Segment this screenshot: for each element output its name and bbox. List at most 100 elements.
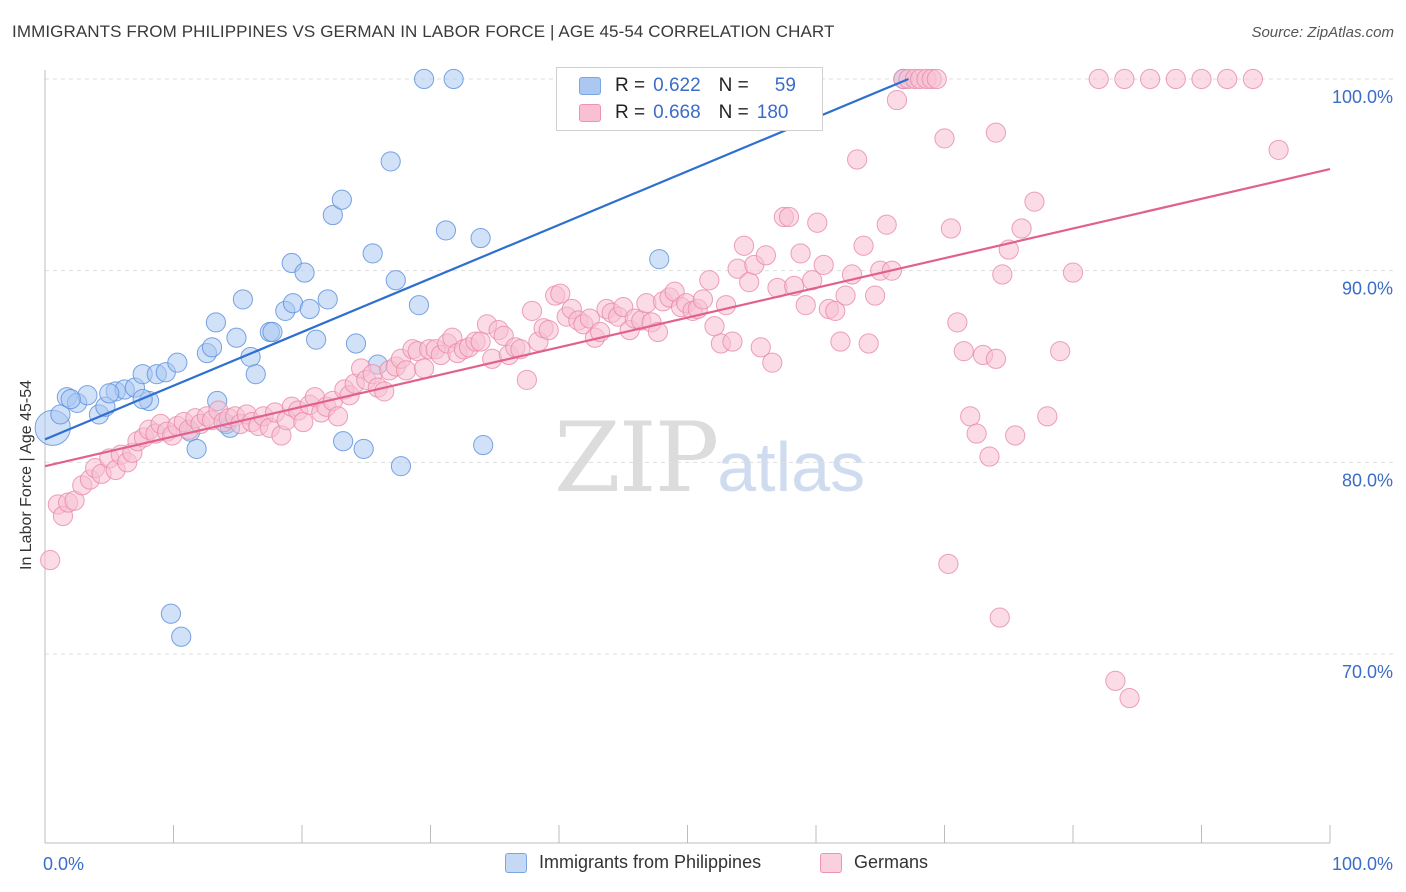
germans-point <box>482 348 503 369</box>
x-tick-label: 0.0% <box>43 854 84 874</box>
germans-point <box>550 283 571 304</box>
r-value: 0.668 <box>653 102 701 123</box>
n-value: 180 <box>756 102 789 123</box>
germans-point <box>1088 68 1109 90</box>
philippines-point <box>306 329 327 350</box>
germans-point <box>538 319 559 341</box>
philippines-point <box>186 438 207 460</box>
philippines-point <box>160 603 182 624</box>
philippines-point <box>408 295 430 316</box>
philippines-trend-line <box>44 77 909 441</box>
germans-point <box>847 149 868 170</box>
germans-point <box>1005 425 1026 446</box>
germans-point <box>1119 687 1140 709</box>
germans-point <box>579 308 600 329</box>
germans-point <box>825 300 846 322</box>
germans-point <box>1191 68 1212 90</box>
germans-point <box>1140 68 1161 90</box>
germans-point <box>1011 218 1032 239</box>
germans-point <box>795 295 816 316</box>
watermark-zip: ZIP <box>554 402 719 514</box>
germans-point <box>934 128 955 149</box>
r-label: R = <box>615 75 646 96</box>
germans-point <box>739 272 760 293</box>
germans-point <box>722 331 743 352</box>
germans-point <box>926 68 947 90</box>
philippines-point <box>60 388 81 410</box>
philippines-point <box>443 68 464 90</box>
philippines-point <box>232 289 253 310</box>
germans-point <box>699 270 720 291</box>
chart-title: IMMIGRANTS FROM PHILIPPINES VS GERMAN IN… <box>12 22 835 41</box>
germans-point <box>985 348 1007 369</box>
germans-point <box>835 285 856 306</box>
germans-point <box>715 295 737 316</box>
philippines-point <box>362 243 383 264</box>
germans-point <box>470 331 491 352</box>
philippines-point <box>333 431 354 452</box>
philippines-legend-swatch <box>505 852 527 873</box>
watermark-atlas: atlas <box>717 428 866 506</box>
philippines-point <box>473 434 494 456</box>
germans-point <box>762 352 783 373</box>
stats-row-philippines: R = 0.622 N = 59 <box>579 74 796 98</box>
philippines-point <box>205 312 227 333</box>
philippines-point <box>167 352 188 373</box>
philippines-point <box>299 298 320 320</box>
germans-point <box>1024 191 1045 212</box>
philippines-point <box>649 249 670 270</box>
watermark: ZIPatlas <box>554 402 865 514</box>
germans-point <box>704 316 725 337</box>
philippines-point <box>201 337 223 358</box>
germans-point <box>865 285 886 306</box>
germans-point <box>830 331 851 352</box>
germans-trend-line <box>44 168 1331 468</box>
germans-point <box>966 423 987 444</box>
n-value: 59 <box>774 75 796 96</box>
philippines-point <box>385 270 406 291</box>
germans-point <box>1105 670 1126 691</box>
germans-point <box>755 245 776 266</box>
germans-point <box>1242 68 1264 90</box>
germans-point <box>40 549 61 571</box>
germans-point <box>647 321 669 343</box>
legend-item-philippines[interactable]: Immigrants from Philippines <box>505 852 761 873</box>
y-tick-label: 100.0% <box>1332 87 1393 107</box>
philippines-point <box>353 438 374 460</box>
germans-point <box>992 264 1013 285</box>
philippines-point <box>262 321 283 343</box>
philippines-swatch <box>579 77 601 95</box>
philippines-point <box>390 456 412 477</box>
philippines-point <box>322 204 343 226</box>
r-value: 0.622 <box>653 75 701 96</box>
germans-point <box>1165 68 1186 90</box>
germans-point <box>853 235 874 256</box>
germans-point <box>374 381 395 402</box>
stats-legend: R = 0.622 N = 59 R = 0.668 N = 180 <box>556 67 823 131</box>
germans-point <box>985 122 1007 143</box>
philippines-point <box>99 383 120 404</box>
legend-item-germans[interactable]: Germans <box>820 852 928 873</box>
germans-point <box>876 214 897 235</box>
germans-point <box>947 312 968 333</box>
series-legend: Immigrants from Philippines Germans <box>0 852 1406 878</box>
germans-point <box>733 235 755 256</box>
germans-point <box>778 206 800 228</box>
source-label: Source: ZipAtlas.com <box>1251 24 1394 41</box>
germans-point <box>413 358 435 379</box>
germans-point <box>395 360 417 381</box>
germans-point <box>1050 341 1071 362</box>
y-tick-label: 80.0% <box>1342 470 1393 490</box>
germans-point <box>858 333 879 354</box>
philippines-point <box>245 364 266 385</box>
n-label: N = <box>718 102 749 123</box>
germans-point <box>293 411 314 433</box>
philippines-point <box>77 385 98 406</box>
germans-point <box>807 212 828 233</box>
germans-point <box>1062 262 1084 283</box>
y-tick-label: 90.0% <box>1342 279 1393 299</box>
germans-point <box>886 89 908 111</box>
x-tick-label: 100.0% <box>1332 854 1393 874</box>
n-label: N = <box>718 75 749 96</box>
